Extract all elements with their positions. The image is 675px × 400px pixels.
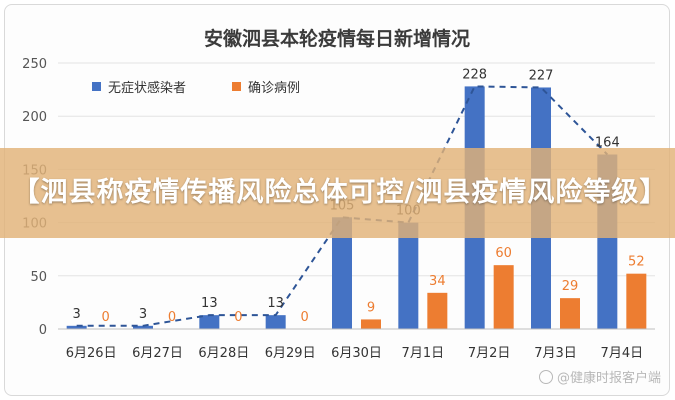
data-label-asymptomatic: 13	[267, 296, 284, 311]
x-axis: 6月26日 6月27日 6月28日 6月29日 6月30日 7月1日 7月2日 7月3日 7月4…	[58, 328, 655, 361]
bar-confirmed	[361, 319, 381, 329]
data-label-asymptomatic: 164	[595, 136, 620, 151]
watermark-text: @健康时报客户端	[556, 371, 661, 386]
y-tick-label: 250	[22, 57, 47, 72]
data-label-confirmed: 29	[562, 279, 579, 294]
data-label-confirmed: 0	[301, 310, 309, 325]
data-label-asymptomatic: 3	[139, 307, 147, 322]
legend-swatch-confirmed	[232, 82, 241, 91]
data-label-confirmed: 52	[628, 255, 645, 270]
bar-confirmed	[493, 265, 514, 329]
headline-text: 【泗县称疫情传播风险总体可控/泗县疫情风险等级】	[12, 177, 668, 208]
trendline	[76, 85, 609, 327]
bar-asymptomatic	[398, 222, 419, 329]
x-tick-label: 6月29日	[265, 346, 316, 361]
data-label-asymptomatic: 227	[529, 68, 554, 83]
legend-label-confirmed: 确诊病例	[248, 81, 300, 96]
trendline-asymptomatic	[76, 85, 609, 327]
y-tick-label: 50	[30, 270, 47, 285]
watermark-logo-icon	[538, 369, 553, 384]
x-tick-label: 7月4日	[601, 346, 644, 361]
x-tick-label: 7月3日	[534, 346, 577, 361]
bar-asymptomatic	[133, 325, 153, 329]
bar-confirmed	[626, 273, 647, 329]
y-tick-label: 200	[22, 110, 47, 125]
bar-asymptomatic	[199, 315, 220, 329]
bar-asymptomatic	[66, 325, 87, 329]
data-label-confirmed: 9	[367, 300, 375, 315]
x-tick-label: 6月27日	[132, 346, 183, 361]
bar-confirmed	[427, 292, 448, 329]
data-label-confirmed: 0	[102, 310, 110, 325]
x-tick-label: 6月28日	[198, 346, 249, 361]
x-tick-label: 7月2日	[468, 346, 511, 361]
data-label-confirmed: 34	[429, 274, 446, 289]
x-tick-label: 7月1日	[402, 346, 445, 361]
data-label-asymptomatic: 13	[201, 296, 218, 311]
watermark: @健康时报客户端	[538, 367, 661, 386]
bar-confirmed	[560, 298, 580, 329]
legend-swatch-asymptomatic	[92, 82, 101, 91]
bar-asymptomatic	[332, 217, 352, 329]
data-label-asymptomatic: 3	[73, 307, 81, 322]
data-label-confirmed: 0	[168, 310, 176, 325]
data-label-confirmed: 60	[495, 246, 512, 261]
x-tick-label: 6月26日	[66, 346, 117, 361]
x-tick-label: 6月30日	[331, 346, 382, 361]
data-label-confirmed: 0	[234, 310, 242, 325]
headline-banner: 【泗县称疫情传播风险总体可控/泗县疫情风险等级】	[0, 148, 675, 238]
data-label-asymptomatic: 228	[462, 67, 487, 82]
legend: 无症状感染者 确诊病例	[92, 80, 300, 96]
y-tick-label: 0	[39, 323, 47, 338]
chart-title: 安徽泗县本轮疫情每日新增情况	[204, 27, 470, 50]
bar-asymptomatic	[265, 315, 286, 329]
legend-label-asymptomatic: 无症状感染者	[108, 80, 186, 96]
